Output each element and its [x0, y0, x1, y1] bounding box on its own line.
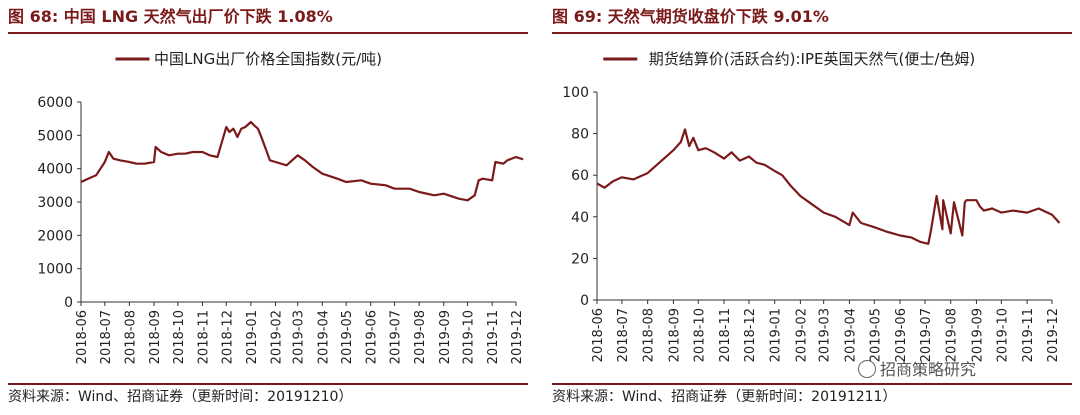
right-bottom-rule	[552, 383, 1072, 385]
x-tick-label: 2019-11	[486, 310, 501, 364]
right-panel: 图 69: 天然气期货收盘价下跌 9.01% 期货结算价(活跃合约):IPE英国…	[552, 0, 1072, 415]
x-tick-label: 2018-06	[591, 308, 606, 362]
y-tick-label: 5000	[37, 128, 73, 144]
x-tick-label: 2019-10	[995, 308, 1010, 362]
y-tick-label: 4000	[37, 162, 73, 178]
x-tick-label: 2019-09	[970, 308, 985, 362]
right-ipe-gas-chart: 期货结算价(活跃合约):IPE英国天然气(便士/色姆) 0 20 40 60 80 100 2…	[562, 50, 1061, 362]
x-tick-label: 2018-12	[743, 308, 758, 362]
right-figure-title: 图 69: 天然气期货收盘价下跌 9.01%	[552, 7, 829, 26]
x-tick-label: 2018-08	[123, 310, 138, 364]
x-tick-label: 2018-10	[692, 308, 707, 362]
x-tick-label: 2019-02	[794, 308, 809, 362]
y-tick-label: 20	[571, 251, 589, 267]
x-tick-label: 2019-10	[462, 310, 477, 364]
right-top-rule	[552, 32, 1072, 34]
y-tick-label: 80	[571, 127, 589, 143]
wechat-icon	[858, 360, 876, 378]
x-tick-label: 2019-03	[292, 310, 307, 364]
x-tick-label: 2019-11	[1021, 308, 1036, 362]
left-lng-price-chart: 中国LNG出厂价格全国指数(元/吨) 0 1000 2000 3000 4000 5000 6…	[37, 50, 525, 364]
x-tick-label: 2019-02	[269, 310, 284, 364]
watermark-text: 招商策略研究	[880, 360, 977, 379]
x-tick-label: 2019-06	[365, 310, 380, 364]
right-source-note: 资料来源：Wind、招商证券（更新时间：20191211）	[552, 389, 897, 405]
x-tick-label: 2019-07	[389, 310, 404, 364]
x-tick-label: 2019-09	[438, 310, 453, 364]
y-tick-label: 1000	[37, 262, 73, 278]
x-tick-label: 2019-04	[843, 308, 858, 362]
left-source-note: 资料来源：Wind、招商证券（更新时间：20191210）	[8, 389, 353, 405]
left-figure-title: 图 68: 中国 LNG 天然气出厂价下跌 1.08%	[8, 7, 333, 26]
legend-label: 中国LNG出厂价格全国指数(元/吨)	[154, 50, 382, 68]
x-tick-label: 2018-12	[220, 310, 235, 364]
x-tick-label: 2018-08	[642, 308, 657, 362]
y-tick-label: 6000	[37, 95, 73, 111]
legend-label: 期货结算价(活跃合约):IPE英国天然气(便士/色姆)	[649, 50, 975, 68]
series-line	[80, 120, 524, 202]
legend: 中国LNG出厂价格全国指数(元/吨)	[115, 50, 382, 68]
left-top-rule	[8, 32, 528, 34]
x-tick-label: 2019-01	[245, 310, 260, 364]
x-tick-label: 2019-08	[413, 310, 428, 364]
x-tick-label: 2019-08	[945, 308, 960, 362]
legend: 期货结算价(活跃合约):IPE英国天然气(便士/色姆)	[603, 50, 975, 68]
x-tick-label: 2019-06	[894, 308, 909, 362]
y-tick-label: 60	[571, 168, 589, 184]
x-tick-label: 2018-11	[196, 310, 211, 364]
x-tick-label: 2019-04	[316, 310, 331, 364]
watermark: 招商策略研究	[858, 356, 976, 380]
x-tick-label: 2019-05	[340, 310, 355, 364]
y-tick-label: 2000	[37, 228, 73, 244]
y-tick-label: 100	[562, 85, 589, 101]
x-tick-label: 2018-06	[75, 310, 90, 364]
y-tick-label: 0	[580, 293, 589, 309]
left-bottom-rule	[8, 383, 528, 385]
x-tick-label: 2018-07	[99, 310, 114, 364]
x-tick-label: 2019-07	[919, 308, 934, 362]
x-tick-label: 2018-09	[148, 310, 163, 364]
y-tick-label: 3000	[37, 195, 73, 211]
x-tick-label: 2019-05	[868, 308, 883, 362]
y-tick-label: 40	[571, 210, 589, 226]
x-tick-label: 2019-12	[1046, 308, 1061, 362]
series-line	[596, 128, 1061, 245]
x-tick-label: 2018-11	[718, 308, 733, 362]
left-panel: 图 68: 中国 LNG 天然气出厂价下跌 1.08% 中国LNG出厂价格全国指…	[8, 0, 528, 415]
x-tick-label: 2018-10	[172, 310, 187, 364]
x-tick-label: 2019-03	[818, 308, 833, 362]
y-tick-label: 0	[64, 295, 73, 311]
x-tick-label: 2018-09	[667, 308, 682, 362]
x-tick-label: 2018-07	[616, 308, 631, 362]
x-tick-label: 2019-12	[510, 310, 525, 364]
x-tick-label: 2019-01	[769, 308, 784, 362]
